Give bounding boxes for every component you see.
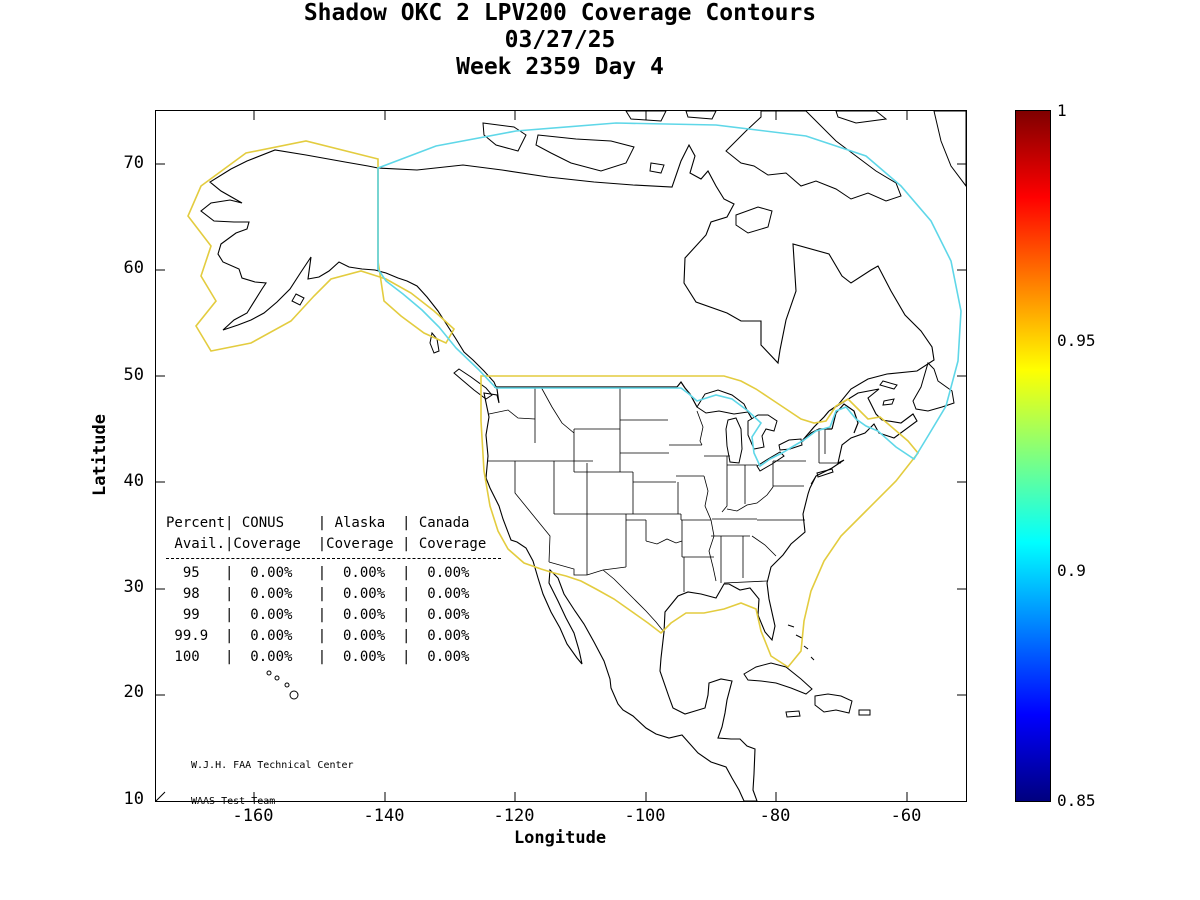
y-tick-label: 10 [123, 789, 144, 809]
islands [266, 111, 966, 718]
axis-ticks [156, 111, 966, 801]
x-axis-label: Longitude [513, 828, 607, 848]
y-tick-label: 60 [123, 258, 144, 278]
y-axis-label: Latitude [90, 414, 110, 496]
colorbar-tick-label: 1 [1057, 101, 1067, 120]
alaska-contour [187, 140, 456, 352]
coverage-table-row: 95 | 0.00% | 0.00% | 0.00% [166, 565, 470, 581]
chart-week-day: Week 2359 Day 4 [456, 54, 664, 80]
coverage-table-header: Avail.|Coverage |Coverage | Coverage [166, 536, 487, 552]
x-tick-label: -100 [624, 806, 666, 826]
colorbar-tick-label: 0.95 [1057, 331, 1096, 350]
national-borders [377, 168, 859, 443]
colorbar [1015, 110, 1051, 802]
colorbar-tick-label: 0.85 [1057, 791, 1096, 810]
coverage-table-row: 99.9 | 0.00% | 0.00% | 0.00% [166, 628, 470, 644]
coverage-table-row: 100 | 0.00% | 0.00% | 0.00% [166, 649, 470, 665]
attribution: W.J.H. FAA Technical Center WAAS Test Te… [191, 736, 354, 832]
x-tick-label: -60 [890, 806, 922, 826]
conus-contour [480, 375, 920, 669]
chart-date: 03/27/25 [504, 27, 616, 53]
y-tick-label: 40 [123, 471, 144, 491]
x-tick-label: -120 [493, 806, 535, 826]
chart-title: Shadow OKC 2 LPV200 Coverage Contours [303, 0, 817, 26]
great-lakes [696, 389, 803, 472]
coverage-table-row: 99 | 0.00% | 0.00% | 0.00% [166, 607, 470, 623]
map-plot: Percent| CONUS | Alaska | Canada Avail.|… [155, 110, 967, 807]
y-tick-label: 50 [123, 365, 144, 385]
y-tick-label: 70 [123, 153, 144, 173]
coverage-table: Percent| CONUS | Alaska | Canada Avail.|… [166, 513, 501, 668]
x-tick-label: -80 [759, 806, 791, 826]
y-tick-label: 20 [123, 682, 144, 702]
x-tick-label: -160 [232, 806, 274, 826]
state-boundaries [488, 386, 841, 633]
map-svg [156, 111, 966, 801]
coverage-table-header: Percent| CONUS | Alaska | Canada [166, 515, 470, 531]
canada-contour [377, 122, 962, 468]
y-tick-label: 30 [123, 577, 144, 597]
attribution-line1: W.J.H. FAA Technical Center [191, 760, 354, 771]
title-block: Shadow OKC 2 LPV200 Coverage Contours 03… [155, 0, 965, 81]
table-divider [166, 558, 501, 559]
colorbar-tick-label: 0.9 [1057, 561, 1086, 580]
coverage-table-row: 98 | 0.00% | 0.00% | 0.00% [166, 586, 470, 602]
coastline-north-america [200, 143, 935, 801]
attribution-line2: WAAS Test Team [191, 796, 276, 807]
x-tick-label: -140 [363, 806, 405, 826]
